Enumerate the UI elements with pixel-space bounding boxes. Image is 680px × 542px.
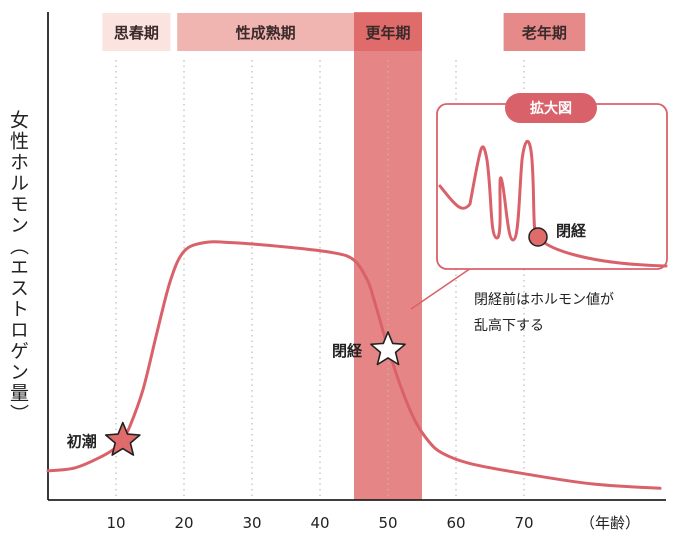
grid-layer: [115, 60, 525, 500]
phase-box-0: [102, 13, 171, 51]
inset-note-line-0: 閉経前はホルモン値が: [474, 291, 614, 308]
inset-connector: [410, 265, 475, 310]
inset-point-label: 閉経: [556, 222, 587, 240]
phase-label-1: 性成熟期: [236, 24, 296, 42]
x-tick-label-60: 60: [446, 514, 465, 532]
annotation-star-1: [370, 331, 406, 366]
x-tick-label-50: 50: [378, 514, 397, 532]
phase-header-layer: 思春期 性成熟期 更年期 老年期: [102, 13, 586, 51]
annotation-star-0: [104, 421, 141, 456]
x-tick-label-10: 10: [106, 514, 125, 532]
annotation-label-0: 初潮: [67, 433, 97, 451]
phase-label-3: 老年期: [521, 24, 567, 42]
inset-note-line-1: 乱高下する: [474, 317, 544, 334]
phase-box-2: [354, 13, 422, 51]
inset-title-pill: [505, 93, 597, 123]
phase-box-1: [177, 13, 354, 51]
menopause-band: [354, 12, 422, 500]
menopause-band-layer: [354, 12, 422, 500]
x-tick-label-30: 30: [242, 514, 261, 532]
x-tick-label-70: 70: [514, 514, 533, 532]
x-tick-label-20: 20: [174, 514, 193, 532]
annotation-label-1: 閉経: [332, 342, 363, 360]
axis-layer: 10 20 30 40 50 60 70 （年齢）: [47, 12, 666, 532]
phase-label-0: 思春期: [114, 24, 159, 42]
inset-menopause-point: [528, 227, 548, 247]
phase-box-3: [503, 13, 586, 51]
inset-box: [436, 103, 668, 270]
inset-title: 拡大図: [530, 100, 572, 117]
x-axis-unit: （年齢）: [580, 514, 640, 532]
y-axis-label: 女性ホルモン（エストロゲン量）: [7, 110, 29, 425]
phase-label-2: 更年期: [365, 24, 410, 42]
marker-layer: 初潮 閉経: [67, 331, 406, 456]
x-tick-label-40: 40: [310, 514, 329, 532]
